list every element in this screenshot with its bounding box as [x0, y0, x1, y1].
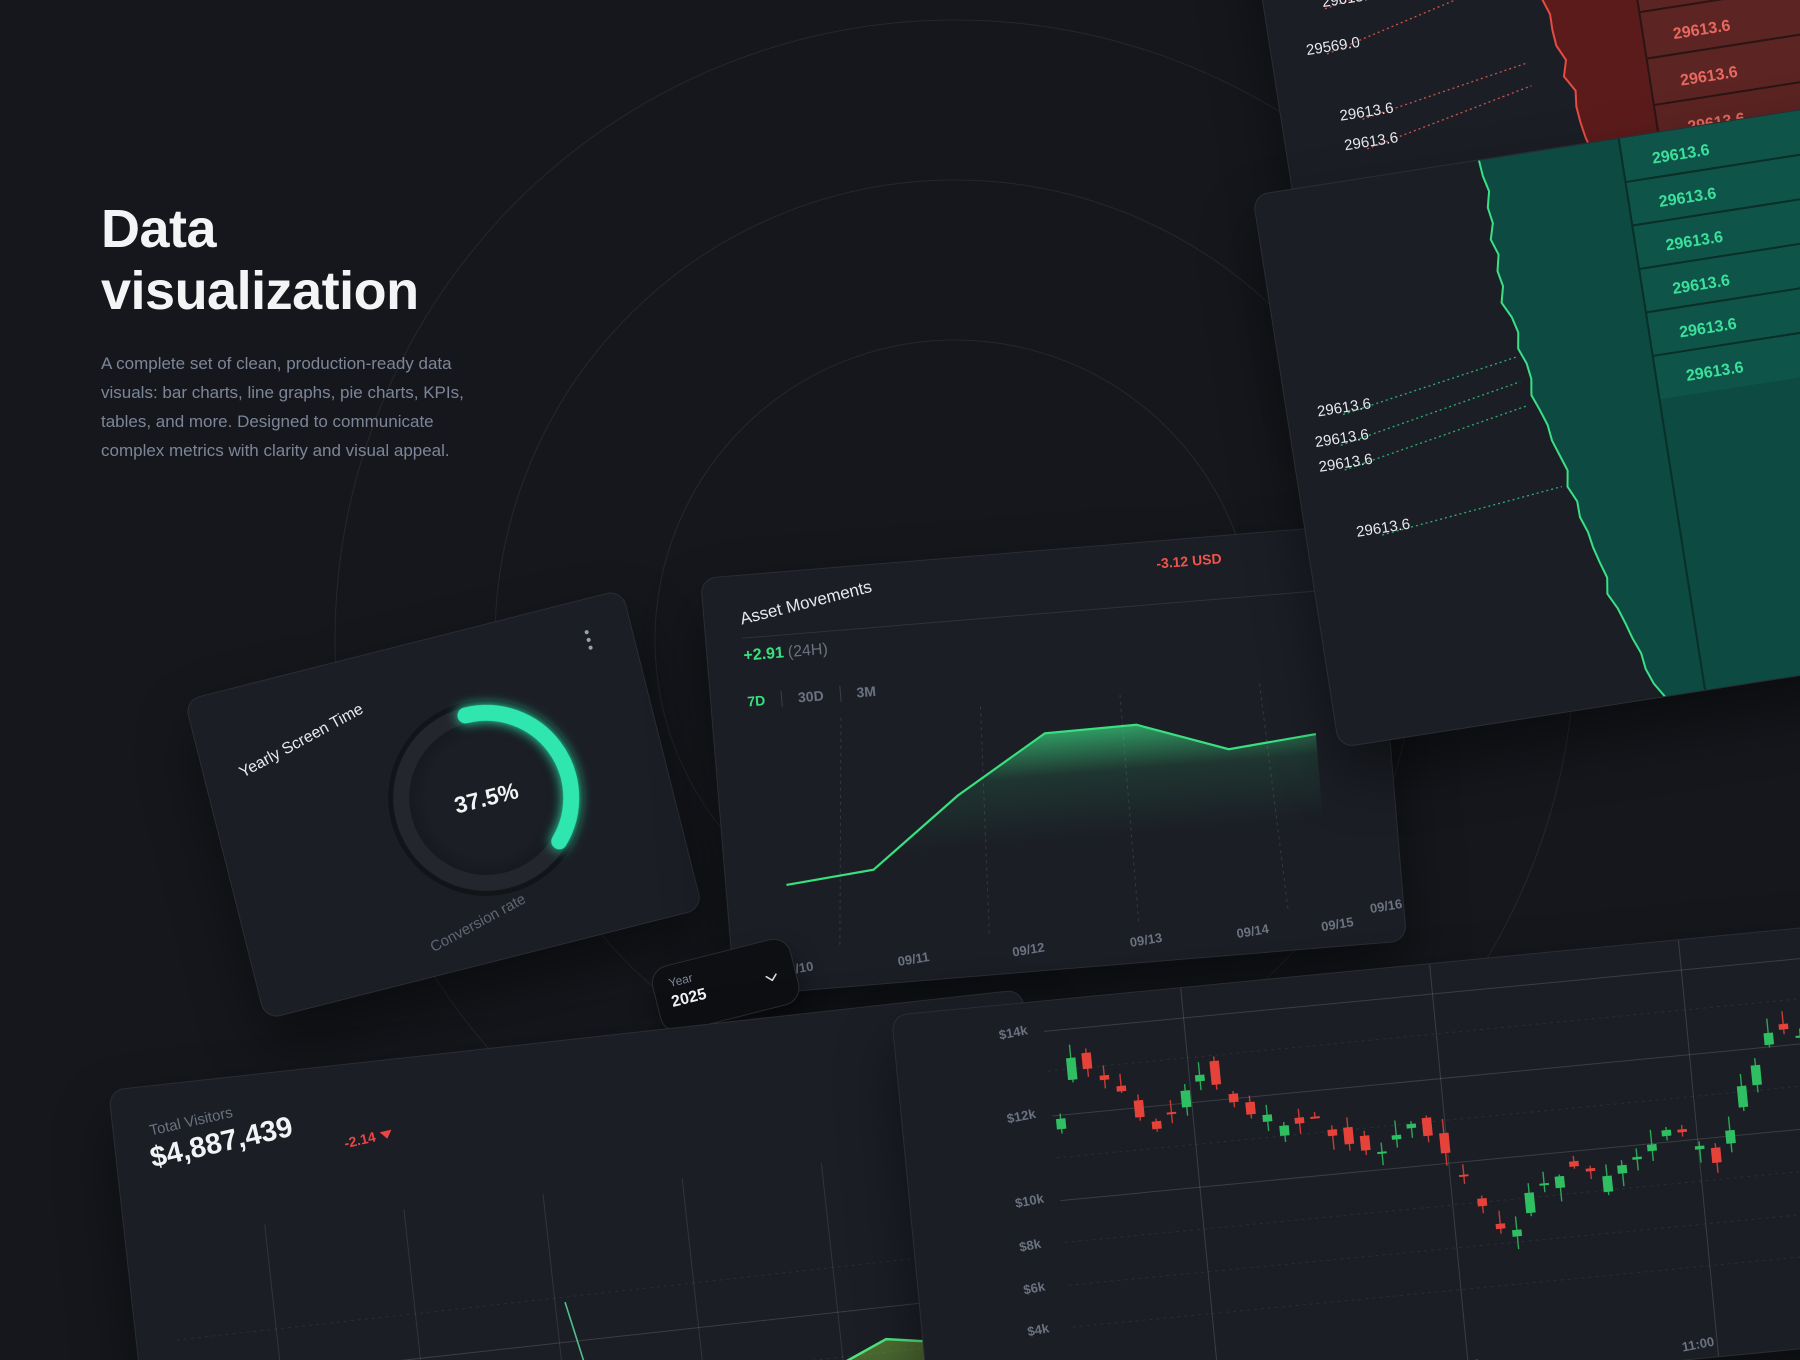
svg-text:$12k: $12k — [1006, 1106, 1038, 1126]
svg-text:10:00: 10:00 — [1447, 1356, 1483, 1360]
svg-text:$14k: $14k — [998, 1022, 1030, 1042]
svg-text:09/15: 09/15 — [1320, 914, 1355, 934]
svg-text:09/14: 09/14 — [1235, 921, 1270, 941]
svg-text:09/13: 09/13 — [1129, 930, 1164, 950]
svg-text:09/11: 09/11 — [897, 949, 931, 969]
svg-text:09/16: 09/16 — [1369, 896, 1404, 916]
svg-text:$6k: $6k — [1022, 1278, 1047, 1297]
svg-text:09/12: 09/12 — [1011, 939, 1046, 959]
svg-text:29613.6: 29613.6 — [1338, 99, 1394, 124]
svg-text:$10k: $10k — [1014, 1190, 1046, 1210]
svg-text:29613.6: 29613.6 — [1316, 395, 1372, 420]
svg-text:11:00: 11:00 — [1681, 1334, 1716, 1355]
svg-text:29613.6: 29613.6 — [1343, 129, 1399, 154]
svg-text:29613.6: 29613.6 — [1314, 426, 1370, 451]
svg-text:$4k: $4k — [1026, 1320, 1051, 1339]
svg-text:29613.6: 29613.6 — [1355, 516, 1411, 541]
svg-text:$8k: $8k — [1018, 1236, 1043, 1255]
svg-text:29613.6: 29613.6 — [1321, 0, 1377, 11]
svg-text:29613.6: 29613.6 — [1318, 451, 1374, 476]
svg-text:29569.0: 29569.0 — [1305, 34, 1361, 59]
